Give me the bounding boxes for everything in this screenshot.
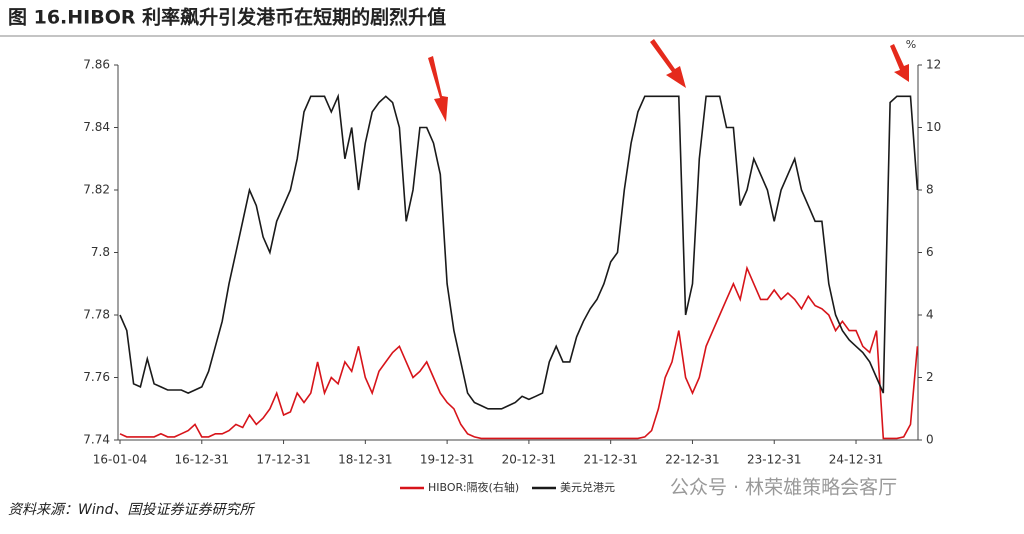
y-tick-label: 7.86 (83, 58, 110, 72)
y2-tick-label: 4 (926, 308, 934, 322)
x-tick-label: 16-12-31 (175, 453, 229, 467)
x-tick-label: 23-12-31 (747, 453, 801, 467)
legend-label: 美元兑港元 (560, 480, 615, 494)
x-tick-label: 19-12-31 (420, 453, 474, 467)
chart-title: 图 16.HIBOR 利率飙升引发港币在短期的剧烈升值 (8, 6, 446, 29)
y-tick-label: 7.84 (83, 120, 110, 134)
y2-tick-label: 12 (926, 58, 941, 72)
arrow (650, 39, 686, 88)
y2-axis-label: % (906, 38, 916, 51)
x-tick-label: 24-12-31 (829, 453, 883, 467)
x-tick-label: 17-12-31 (256, 453, 310, 467)
x-tick-label: 16-01-04 (93, 453, 147, 467)
series-line (119, 93, 919, 410)
arrow (890, 44, 909, 82)
y-tick-label: 7.76 (83, 370, 110, 384)
series-line (119, 265, 919, 440)
arrows (428, 39, 909, 122)
source-note: 资料来源：Wind、国投证券证券研究所 (8, 502, 255, 518)
y-tick-label: 7.78 (83, 308, 110, 322)
y-tick-label: 7.74 (83, 433, 110, 447)
x-tick-label: 20-12-31 (502, 453, 556, 467)
y2-tick-label: 0 (926, 433, 934, 447)
y2-tick-label: 8 (926, 183, 934, 197)
y-tick-label: 7.82 (83, 183, 110, 197)
y2-tick-label: 6 (926, 245, 934, 259)
y2-tick-label: 10 (926, 120, 941, 134)
y-tick-label: 7.8 (91, 245, 110, 259)
arrow (428, 56, 448, 122)
watermark: 公众号 · 林荣雄策略会客厅 (670, 477, 897, 499)
x-tick-label: 22-12-31 (665, 453, 719, 467)
x-tick-label: 18-12-31 (338, 453, 392, 467)
x-tick-label: 21-12-31 (583, 453, 637, 467)
legend-label: HIBOR:隔夜(右轴) (428, 480, 519, 494)
y2-tick-label: 2 (926, 370, 934, 384)
